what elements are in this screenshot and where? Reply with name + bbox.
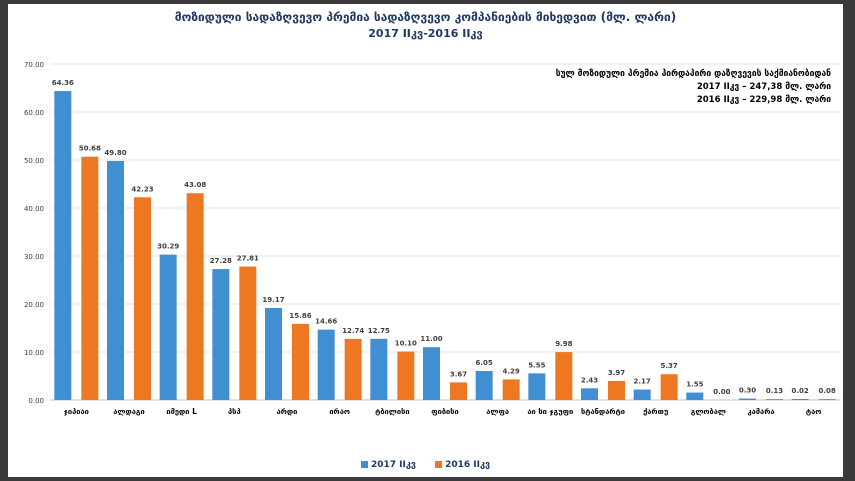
x-category-label: ალდაგი xyxy=(113,407,145,416)
data-label: 27.81 xyxy=(237,255,259,263)
chart-subtitle: 2017 IIკვ-2016 IIკვ xyxy=(368,27,483,40)
data-label: 1.55 xyxy=(686,381,703,389)
bar-2017 xyxy=(581,388,598,400)
data-label: 10.10 xyxy=(395,340,417,348)
bar-2016 xyxy=(608,380,625,400)
chart-frame: მოზიდული სადაზღვევო პრემია სადაზღვევო კო… xyxy=(8,4,843,477)
bar-chart: 0.00 10.00 20.00 30.00 40.00 50.00 60.00 70.00 6… xyxy=(24,61,840,416)
data-label: 15.86 xyxy=(289,312,311,320)
data-label: 27.28 xyxy=(210,257,232,265)
bar-2016 xyxy=(397,351,415,400)
totals-note-2016: 2016 IIკვ – 229,98 მლ. ლარი xyxy=(696,95,831,105)
x-category-label: ჯიპიაი xyxy=(64,407,89,416)
x-category-label: იმედი L xyxy=(166,407,197,416)
x-category-label: ტაო xyxy=(806,407,822,416)
bar-2016 xyxy=(818,399,836,400)
data-label: 6.05 xyxy=(476,359,493,367)
data-label: 3.67 xyxy=(450,370,467,378)
x-category-label: კამარა xyxy=(747,407,774,416)
data-label: 5.37 xyxy=(661,362,678,370)
data-label: 2.17 xyxy=(634,378,651,386)
x-category-label: ალფა xyxy=(486,407,509,416)
totals-note-2017: 2017 IIკვ – 247,38 მლ. ლარი xyxy=(696,82,831,92)
legend-label-2017: 2017 IIკვ xyxy=(370,460,416,470)
x-category-label: სტანდარტი xyxy=(581,407,625,416)
totals-note-heading: სულ მოზიდული პრემია პირდაპირი დაზღვევის … xyxy=(555,69,831,79)
bar-2017 xyxy=(265,307,282,400)
data-label: 14.66 xyxy=(315,318,337,326)
legend-swatch-2017 xyxy=(360,461,368,468)
bar-2017 xyxy=(54,91,72,401)
data-label: 0.13 xyxy=(766,387,783,395)
x-category-label: ტბილისი xyxy=(375,407,409,416)
data-label: 9.98 xyxy=(555,340,572,348)
data-label: 3.97 xyxy=(608,369,625,377)
bar-2017 xyxy=(633,389,651,400)
y-tick-label: 10.00 xyxy=(24,349,44,357)
y-tick-label: 30.00 xyxy=(24,253,44,261)
data-label: 0.02 xyxy=(792,387,809,395)
bar-2017 xyxy=(212,269,230,400)
data-label: 50.68 xyxy=(79,145,101,153)
y-tick-label: 40.00 xyxy=(24,205,44,213)
bar-2017 xyxy=(686,392,704,400)
legend-swatch-2016 xyxy=(435,461,443,468)
bar-2017 xyxy=(528,373,546,400)
chart-legend: 2017 IIკვ 2016 IIკვ xyxy=(8,460,843,470)
chart-title: მოზიდული სადაზღვევო პრემია სადაზღვევო კო… xyxy=(174,10,677,24)
bar-2016 xyxy=(186,193,204,400)
x-category-label: აი სი ჯგუფი xyxy=(527,407,573,416)
totals-note: სულ მოზიდული პრემია პირდაპირი დაზღვევის … xyxy=(556,68,831,107)
bar-2016 xyxy=(134,197,151,400)
y-tick-label: 70.00 xyxy=(24,61,44,69)
bar-2016 xyxy=(502,379,520,400)
data-label: 42.23 xyxy=(131,185,153,193)
legend-item-2017: 2017 IIკვ xyxy=(360,460,416,470)
data-label: 30.29 xyxy=(157,243,179,251)
x-category-label: ქართუ xyxy=(643,407,668,416)
bar-2017 xyxy=(107,160,124,400)
bar-2017 xyxy=(370,338,388,400)
data-label: 5.55 xyxy=(528,361,545,369)
data-label: 0.08 xyxy=(819,387,836,395)
y-tick-label: 50.00 xyxy=(24,157,44,165)
data-label: 49.80 xyxy=(104,149,126,157)
bar-2017 xyxy=(475,370,493,400)
data-label: 64.36 xyxy=(52,79,74,87)
data-label: 0.00 xyxy=(713,388,730,396)
data-label: 12.75 xyxy=(368,327,390,335)
bar-2016 xyxy=(239,266,257,400)
bar-2017 xyxy=(739,398,756,400)
y-tick-label: 20.00 xyxy=(24,301,44,309)
bar-2017 xyxy=(317,329,335,400)
x-category-label: ფიბისი xyxy=(431,407,459,416)
bar-2016 xyxy=(81,156,99,400)
bar-2016 xyxy=(344,338,362,400)
bar-2017 xyxy=(423,347,440,400)
x-category-label: პსპ xyxy=(228,407,241,416)
bar-2017 xyxy=(159,254,177,400)
x-category-label: არდი xyxy=(277,407,298,416)
bar-2017 xyxy=(791,399,809,400)
data-label: 19.17 xyxy=(262,296,284,304)
data-label: 2.43 xyxy=(581,376,598,384)
x-category-label: გლობალ xyxy=(691,407,726,416)
legend-label-2016: 2016 IIკვ xyxy=(445,460,491,470)
data-label: 11.00 xyxy=(420,335,442,343)
y-tick-label: 60.00 xyxy=(24,109,44,117)
legend-item-2016: 2016 IIკვ xyxy=(435,460,490,470)
data-label: 43.08 xyxy=(184,181,206,189)
bar-2016 xyxy=(450,382,467,400)
data-label: 0.30 xyxy=(739,387,756,395)
bar-2016 xyxy=(555,352,573,400)
bar-2016 xyxy=(660,374,678,400)
y-tick-label: 0.00 xyxy=(28,397,44,405)
x-category-label: ირაო xyxy=(329,407,350,416)
data-label: 12.74 xyxy=(342,327,364,335)
data-label: 4.29 xyxy=(503,367,520,375)
bar-2016 xyxy=(292,323,309,400)
bar-2016 xyxy=(766,399,783,400)
